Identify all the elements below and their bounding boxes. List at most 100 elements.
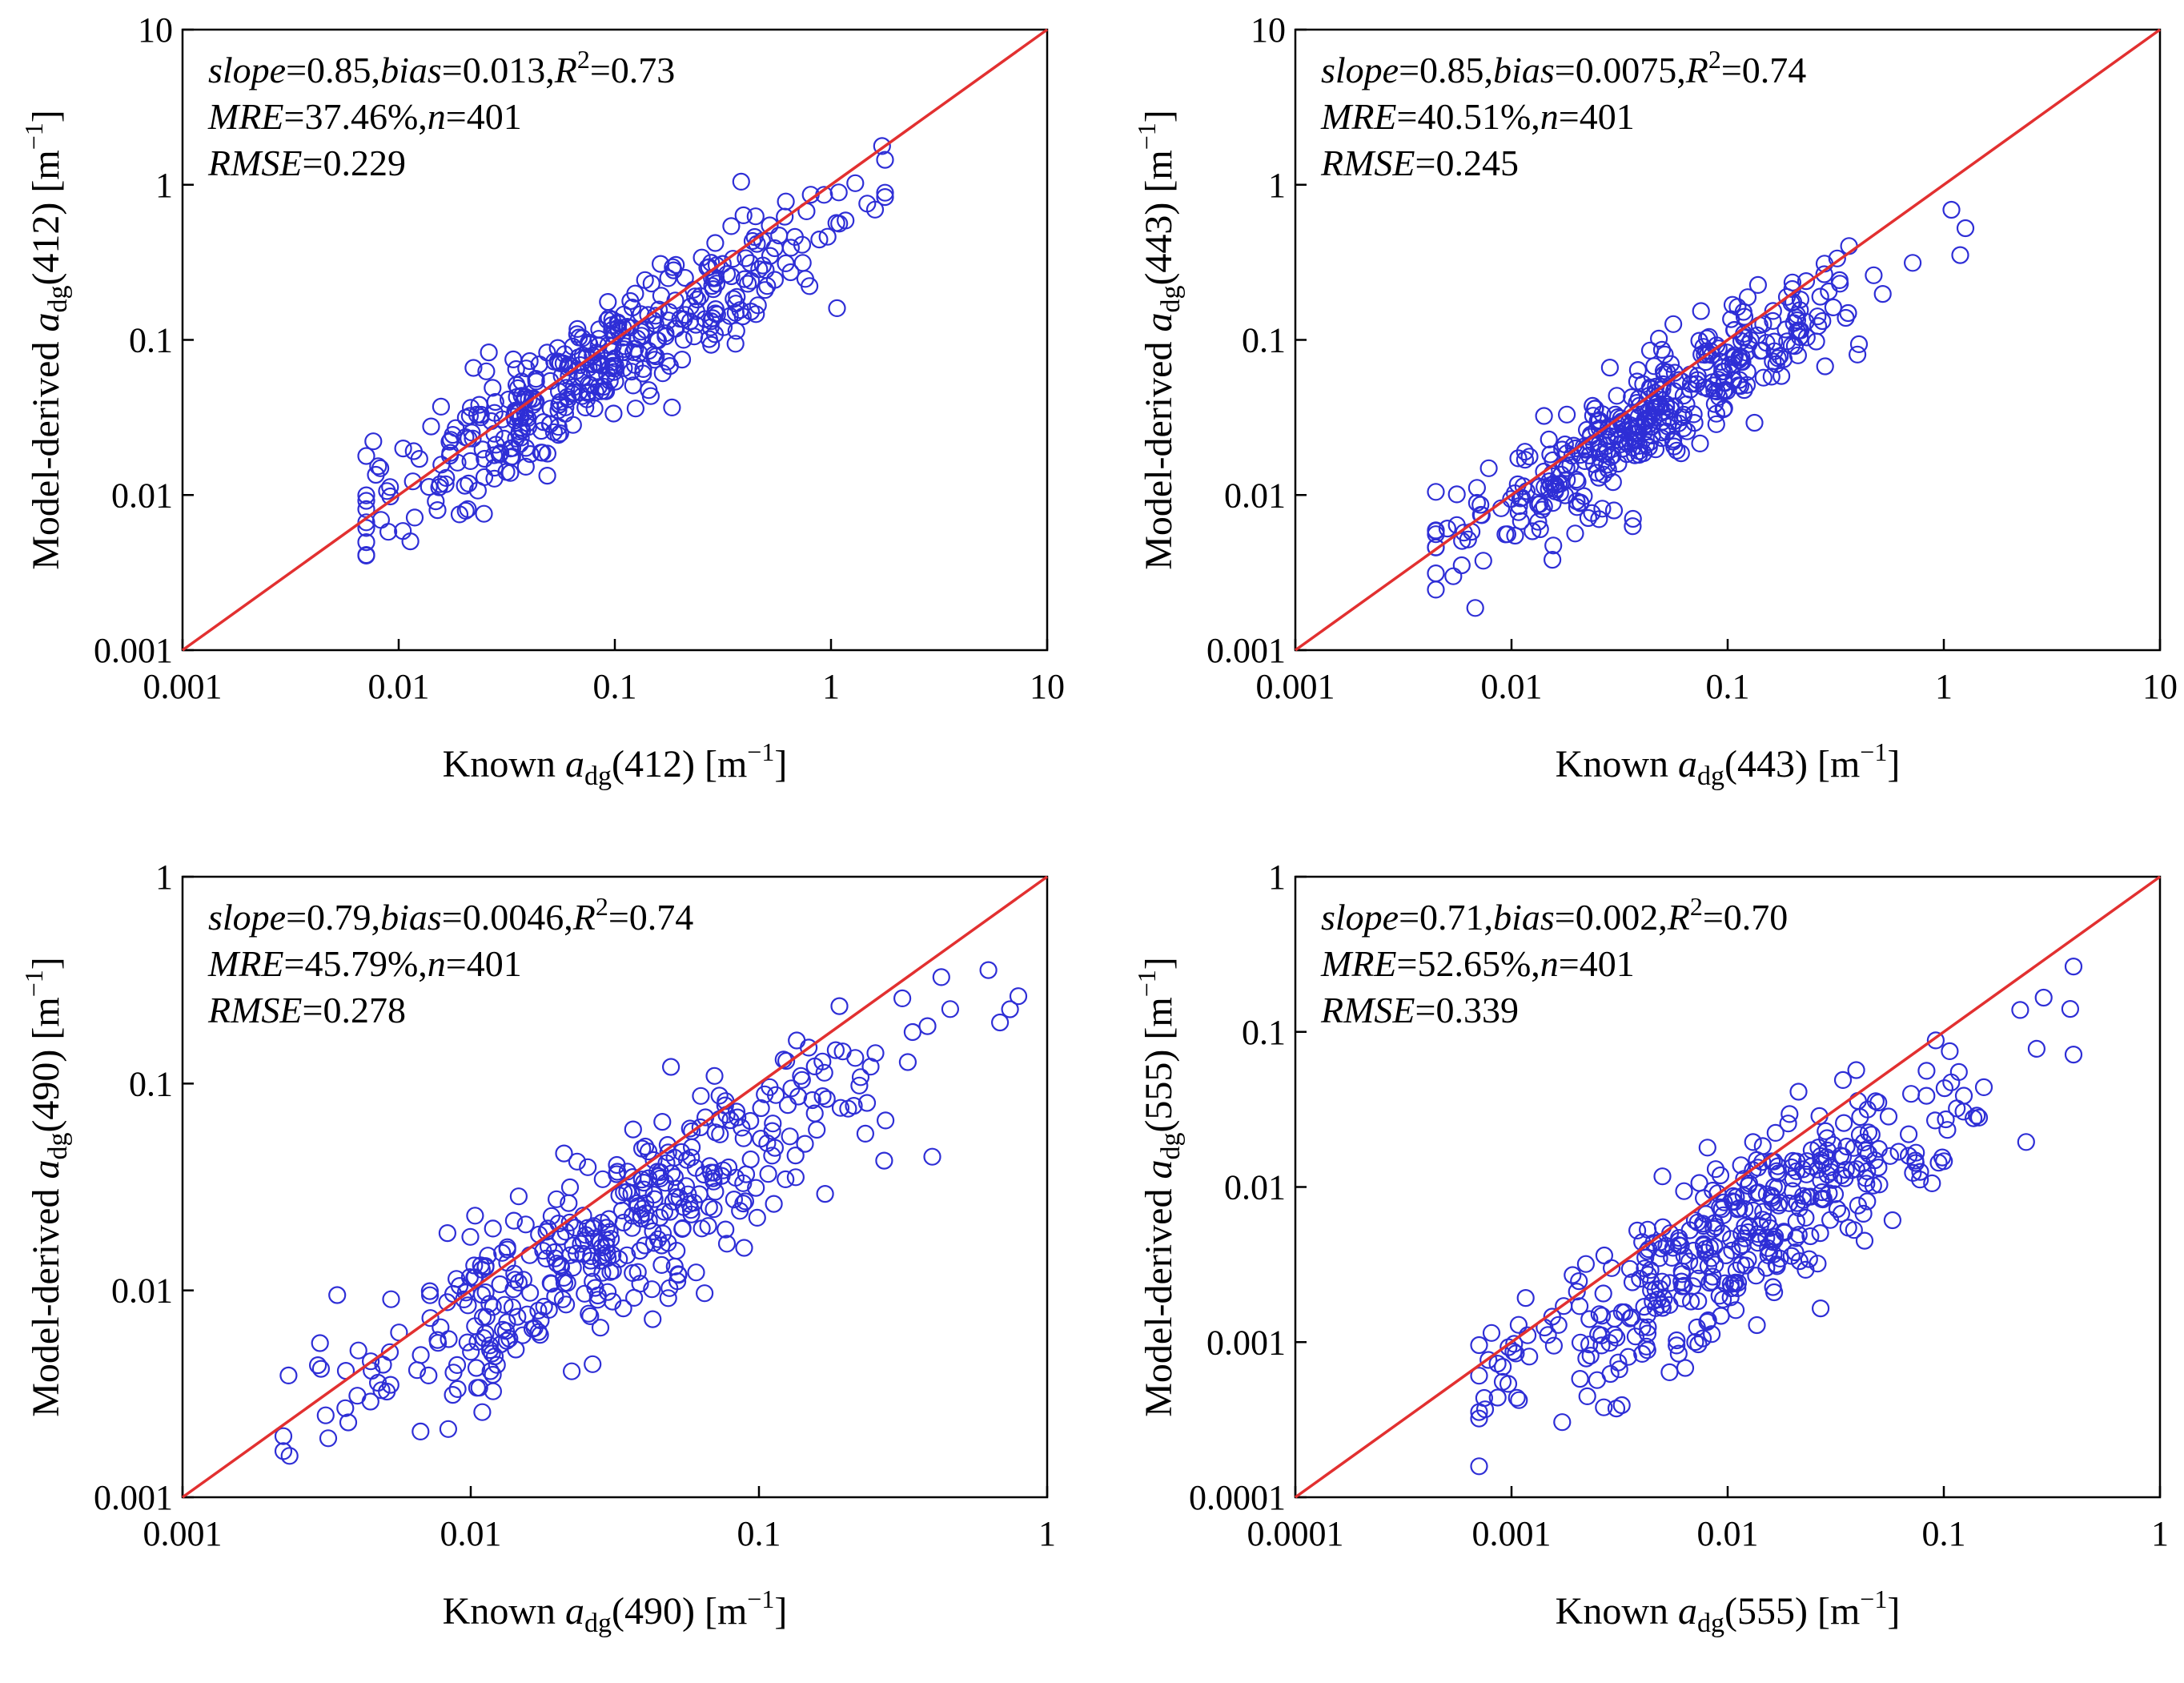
data-point bbox=[1650, 329, 1668, 347]
data-point bbox=[918, 1017, 937, 1035]
data-point bbox=[1839, 1219, 1857, 1237]
data-point bbox=[380, 1343, 399, 1361]
data-point bbox=[687, 1263, 705, 1282]
data-point bbox=[1807, 332, 1825, 351]
data-point bbox=[1660, 1363, 1679, 1382]
data-point bbox=[618, 1246, 636, 1264]
data-point bbox=[1748, 1234, 1767, 1252]
identity-line bbox=[1294, 28, 2162, 652]
data-point bbox=[873, 137, 891, 155]
y-tick-label: 0.01 bbox=[111, 1271, 173, 1311]
data-point bbox=[1824, 298, 1842, 316]
data-point bbox=[1427, 483, 1445, 501]
data-point bbox=[484, 1382, 503, 1400]
data-point bbox=[1663, 1248, 1681, 1267]
data-point bbox=[833, 1042, 852, 1061]
data-point bbox=[1540, 430, 1558, 449]
data-point bbox=[1708, 336, 1726, 355]
data-point bbox=[1864, 1176, 1882, 1195]
data-point bbox=[903, 1022, 922, 1042]
data-point bbox=[1516, 451, 1535, 469]
data-point bbox=[1593, 500, 1612, 518]
data-point bbox=[660, 357, 679, 376]
data-point bbox=[690, 1185, 709, 1203]
data-point bbox=[420, 1282, 440, 1300]
x-tick-label: 1 bbox=[1038, 1514, 1056, 1553]
data-point bbox=[1727, 1301, 1745, 1319]
x-axis-title: Known adg(555) [m−1] bbox=[1556, 1585, 1901, 1638]
data-point bbox=[574, 1231, 592, 1250]
data-point bbox=[830, 997, 849, 1015]
data-point bbox=[1467, 493, 1487, 512]
data-point bbox=[876, 188, 894, 207]
data-point bbox=[1716, 1246, 1735, 1265]
data-point bbox=[1703, 1272, 1721, 1291]
data-point bbox=[361, 1392, 379, 1411]
data-point bbox=[1706, 1160, 1725, 1179]
x-tick-label: 0.001 bbox=[143, 1514, 223, 1553]
data-point bbox=[1604, 501, 1624, 520]
identity-line bbox=[181, 875, 1049, 1499]
data-point bbox=[501, 439, 520, 458]
data-point bbox=[765, 1139, 785, 1157]
data-point bbox=[622, 1184, 640, 1203]
data-point bbox=[701, 1157, 719, 1175]
data-point bbox=[521, 444, 540, 464]
data-point bbox=[1873, 285, 1892, 303]
data-point bbox=[1639, 1220, 1657, 1239]
data-point bbox=[1698, 1139, 1716, 1157]
data-point bbox=[1639, 1318, 1657, 1336]
data-point bbox=[846, 1049, 865, 1067]
data-point bbox=[1620, 1259, 1640, 1278]
data-point bbox=[1705, 1237, 1724, 1255]
data-point bbox=[1592, 1307, 1612, 1325]
data-point bbox=[1427, 564, 1445, 583]
data-point bbox=[357, 513, 375, 532]
data-point bbox=[560, 1178, 580, 1197]
data-point bbox=[626, 284, 644, 303]
data-point bbox=[695, 1284, 714, 1303]
data-point bbox=[1832, 1204, 1850, 1223]
data-point bbox=[568, 319, 587, 338]
data-point bbox=[432, 1318, 450, 1336]
data-point bbox=[750, 260, 769, 279]
data-point bbox=[735, 270, 754, 288]
data-point bbox=[1938, 1121, 1957, 1139]
data-point bbox=[1906, 1151, 1925, 1170]
data-point bbox=[706, 234, 725, 252]
data-point bbox=[1488, 1354, 1507, 1373]
data-point bbox=[691, 1118, 709, 1137]
data-point bbox=[651, 255, 670, 273]
data-point bbox=[336, 1399, 355, 1417]
data-point bbox=[826, 1041, 845, 1059]
data-point bbox=[1849, 1196, 1867, 1215]
data-point bbox=[450, 1276, 469, 1295]
data-point bbox=[1479, 1351, 1498, 1369]
y-tick-label: 10 bbox=[138, 10, 173, 50]
data-point bbox=[1600, 359, 1620, 377]
data-point bbox=[552, 367, 571, 385]
data-point bbox=[1904, 254, 1922, 272]
data-point bbox=[450, 505, 469, 524]
data-point bbox=[623, 1207, 642, 1225]
y-tick-label: 10 bbox=[1251, 10, 1286, 50]
data-point bbox=[1581, 428, 1600, 446]
data-point bbox=[1577, 1349, 1596, 1368]
data-point bbox=[378, 482, 396, 500]
stats-line-3: RMSE=0.245 bbox=[1320, 143, 1519, 183]
data-point bbox=[1799, 1187, 1817, 1207]
data-point bbox=[659, 269, 677, 287]
data-point bbox=[1692, 302, 1710, 320]
data-point bbox=[1859, 1123, 1878, 1142]
data-point bbox=[663, 398, 681, 416]
data-point bbox=[461, 1227, 480, 1246]
chart-panel-443: 0.001 0.01 0.1 1 10 0.001 0.01 0.1 1 10 Known adg(… bbox=[1132, 10, 2178, 791]
data-point bbox=[703, 277, 721, 295]
data-point bbox=[738, 275, 757, 293]
data-point bbox=[1543, 550, 1562, 569]
data-point bbox=[1711, 1198, 1729, 1216]
data-point bbox=[506, 1271, 524, 1289]
data-point bbox=[2011, 1001, 2029, 1019]
data-point bbox=[743, 231, 762, 251]
data-point bbox=[624, 376, 642, 395]
